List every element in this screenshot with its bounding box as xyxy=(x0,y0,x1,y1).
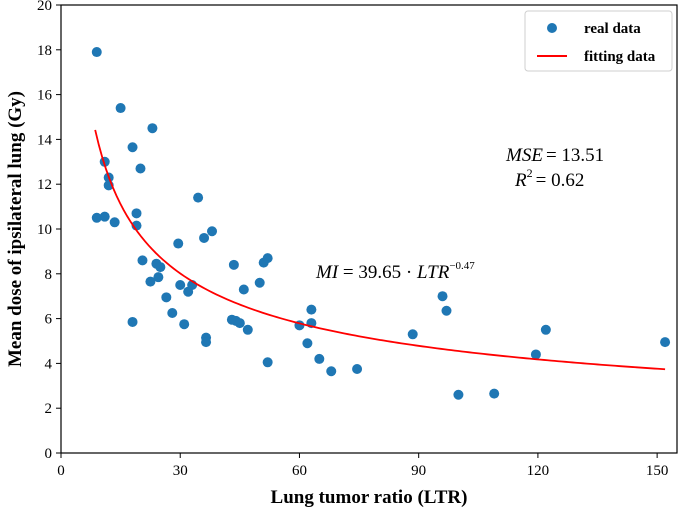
data-point xyxy=(175,280,186,290)
fit-equation: MI = 39.65 · LTR−0.47 xyxy=(315,260,475,283)
y-axis-label: Mean dose of ipsilateral lung (Gy) xyxy=(5,91,26,367)
data-point xyxy=(127,142,138,153)
y-tick-label: 16 xyxy=(37,88,53,104)
r2-superscript: 2 xyxy=(527,166,533,180)
r2-label: R xyxy=(514,170,527,191)
data-point xyxy=(660,337,671,348)
y-tick-label: 4 xyxy=(45,356,53,372)
y-tick-label: 2 xyxy=(45,401,53,417)
y-tick-label: 10 xyxy=(37,222,52,238)
mse-annotation: MSE = 13.51 xyxy=(505,145,604,166)
x-tick-label: 0 xyxy=(57,463,65,479)
data-point xyxy=(437,291,448,302)
r2-value: = 0.62 xyxy=(536,170,585,191)
fit-curve xyxy=(94,129,666,371)
data-point xyxy=(155,262,166,273)
y-tick-label: 0 xyxy=(45,446,53,462)
y-tick-label: 14 xyxy=(37,132,53,148)
data-point xyxy=(238,284,249,295)
data-point xyxy=(201,337,212,348)
mse-label: MSE xyxy=(505,145,543,166)
data-point xyxy=(314,353,325,364)
data-point xyxy=(302,338,313,349)
data-point xyxy=(530,349,541,360)
data-point xyxy=(262,253,273,264)
axis-ticks: 0 30 60 90 120 150 0 2 4 6 8 10 12 14 16 18 20 xyxy=(37,0,668,479)
data-point xyxy=(153,272,164,283)
data-point xyxy=(306,304,317,315)
x-axis-label: Lung tumor ratio (LTR) xyxy=(271,487,468,508)
equation-coefficient: = 39.65 · xyxy=(338,262,417,283)
plot-frame xyxy=(60,4,678,454)
data-point xyxy=(173,238,184,249)
data-point xyxy=(147,123,158,134)
r2-annotation: R2 = 0.62 xyxy=(514,166,584,191)
data-point xyxy=(407,329,418,340)
data-point xyxy=(234,318,245,329)
data-marks xyxy=(91,47,671,400)
data-point xyxy=(199,232,210,243)
legend: real data fitting data xyxy=(524,10,673,72)
legend-marker-real-data xyxy=(547,23,557,33)
legend-label-fitting-data: fitting data xyxy=(584,49,656,65)
y-tick-label: 12 xyxy=(37,177,52,193)
data-point xyxy=(115,103,126,114)
data-point xyxy=(262,357,273,368)
data-point xyxy=(441,305,452,316)
data-point xyxy=(161,292,172,303)
x-tick-label: 30 xyxy=(173,463,188,479)
x-tick-label: 120 xyxy=(527,463,550,479)
data-point xyxy=(489,388,500,399)
data-point xyxy=(91,212,102,223)
x-tick-label: 90 xyxy=(411,463,426,479)
x-tick-label: 60 xyxy=(292,463,307,479)
legend-label-real-data: real data xyxy=(584,21,641,37)
equation-variable: LTR xyxy=(416,262,450,283)
mse-value: = 13.51 xyxy=(546,145,604,166)
x-tick-label: 150 xyxy=(646,463,669,479)
data-point xyxy=(193,192,204,203)
data-point xyxy=(109,217,120,228)
data-point xyxy=(99,211,110,222)
data-point xyxy=(91,47,102,58)
equation-lhs: MI xyxy=(315,262,340,283)
data-point xyxy=(207,226,218,237)
data-point xyxy=(254,277,265,288)
data-point xyxy=(131,208,142,219)
y-tick-label: 6 xyxy=(45,312,53,328)
data-point xyxy=(228,259,239,270)
data-point xyxy=(242,324,253,335)
data-point xyxy=(127,316,138,327)
y-tick-label: 20 xyxy=(37,0,52,14)
data-point xyxy=(540,324,551,335)
data-point xyxy=(145,276,156,287)
y-tick-label: 8 xyxy=(45,267,53,283)
data-point xyxy=(167,308,178,318)
equation-exponent: −0.47 xyxy=(449,260,475,272)
y-tick-label: 18 xyxy=(37,43,52,59)
data-point xyxy=(352,364,363,374)
data-point xyxy=(179,319,190,330)
data-point xyxy=(453,389,464,400)
data-point xyxy=(137,255,148,266)
data-point xyxy=(326,366,337,377)
data-point xyxy=(135,163,146,174)
